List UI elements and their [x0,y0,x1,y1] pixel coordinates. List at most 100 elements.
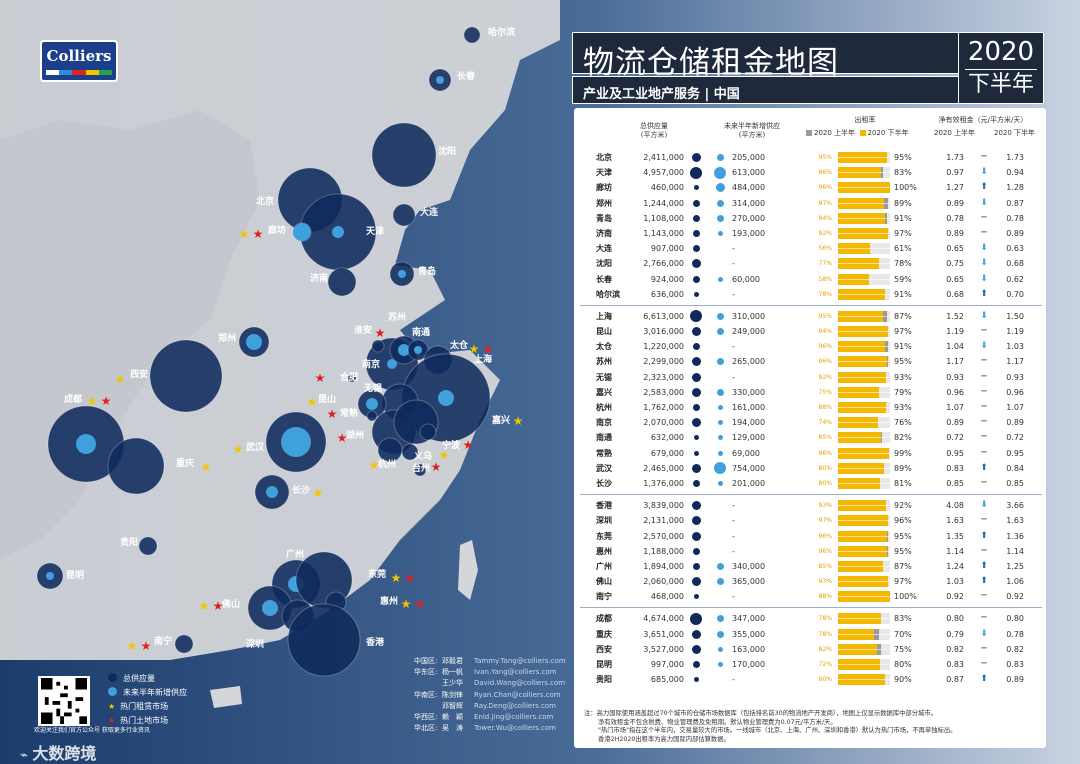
row-occ-h2: 96% [894,516,912,526]
contact-name: 杨一帆 [442,668,463,677]
row-rent-h1: 0.97 [946,168,964,178]
row-rent-h2: 0.63 [1006,244,1024,254]
arrow-down-icon: ⬇ [980,258,988,269]
row-rent-h2: 0.92 [1006,592,1024,602]
contact-item: 华东区: 杨一帆 Ivan.Yang@colliers.com [414,667,566,678]
flat-dash-icon: ━ [981,659,987,669]
table-row: 长春 924,000 60,000 58% 59% 0.65 ⬇ 0.62 [580,272,1042,287]
contact-email: Tower.Wu@colliers.com [474,724,556,733]
row-rent-h2: 0.87 [1006,198,1024,208]
future-dot [716,214,724,222]
note-line: 净有效租金不包含税费、物业管理费及免租期。默认物业管理费为0.07元/平方米/天… [598,718,837,726]
arrow-up-icon: ⬆ [980,576,988,587]
row-city: 青岛 [596,213,612,223]
future-dot [717,646,723,652]
city-label: 廊坊 [268,226,287,236]
row-occ-h2: 95% [894,357,912,367]
occupancy-bar [838,197,890,209]
contact-email: Ivan.Yang@colliers.com [474,668,557,677]
future-dot [716,154,724,161]
stock-dot [691,644,701,654]
row-rent-h2: 0.70 [1006,289,1024,299]
col-stock-header: 总供应量 (平方米) [640,122,668,139]
contact-item: 华西区: 赖 颖 Enid.Jing@colliers.com [414,712,566,723]
row-future: 249,000 [732,327,766,337]
table-row: 嘉兴 2,583,000 330,000 75% 79% 0.96 ━ 0.96 [580,385,1042,400]
row-stock: 2,060,000 [643,577,684,587]
city-label: 北京 [256,197,275,207]
row-occ-h1: 96% [818,449,832,457]
row-occ-h2: 90% [894,675,912,685]
occupancy-bar [838,576,890,588]
city-label: 西安 [130,370,149,380]
city-label: 苏州 [388,313,407,323]
contact-name: 邓智辉 [442,701,463,710]
table-row: 重庆 3,651,000 355,000 78% 70% 0.79 ⬇ 0.78 [580,627,1042,642]
table-row: 南宁 468,000 - 88% 100% 0.92 ━ 0.92 [580,589,1042,604]
future-dot [717,662,723,667]
row-city: 北京 [596,153,612,162]
city-label: 重庆 [176,459,195,469]
future-circle [46,572,54,580]
future-dot [717,420,723,426]
row-future: - [732,244,735,254]
row-future: 330,000 [732,387,766,397]
table-row: 长沙 1,376,000 201,000 80% 81% 0.85 ━ 0.85 [580,476,1042,491]
row-future: 754,000 [732,463,766,473]
row-occ-h2: 89% [894,198,912,208]
stock-dot [693,594,699,600]
arrow-down-icon: ⬇ [980,500,988,511]
occupancy-bar [838,227,890,239]
row-city: 南京 [596,418,612,428]
row-rent-h2: 0.82 [1006,644,1024,654]
row-rent-h2: 1.36 [1006,531,1024,541]
row-city: 太仓 [596,342,612,352]
row-rent-h1: 0.83 [946,660,964,669]
row-occ-h1: 95% [818,312,832,320]
hot-land-star-icon: ★ [141,639,152,653]
row-rent-h2: 1.28 [1006,183,1024,193]
row-rent-h1: 1.35 [946,531,964,541]
row-city: 哈尔滨 [596,289,620,299]
note-line: 香港2H2020出租率为高力国际内部估算数据。 [598,735,730,743]
hot-land-star-icon: ★ [213,599,224,613]
row-rent-h2: 0.80 [1006,614,1024,624]
flat-dash-icon: ━ [981,613,987,624]
future-circle [262,600,278,616]
arrow-down-icon: ⬇ [980,273,988,284]
row-rent-h1: 0.87 [946,675,964,685]
row-future: 69,000 [732,448,760,458]
row-occ-h2: 100% [894,592,917,602]
row-city: 佛山 [596,577,612,587]
hot-rent-star-icon: ★ [469,342,480,356]
table-row: 香港 3,839,000 - 93% 92% 4.08 ⬇ 3.66 [580,498,1042,513]
flat-dash-icon: ━ [981,227,987,238]
occupancy-bar [838,447,890,459]
row-city: 苏州 [596,357,612,367]
row-stock: 636,000 [650,289,684,299]
contact-item: 华北区: 吴 涛 Tower.Wu@colliers.com [414,723,566,734]
row-occ-h2: 83% [894,168,912,178]
group-separator [580,607,1042,609]
occupancy-bar [838,326,890,338]
future-dot [716,562,724,570]
city-label: 南通 [412,328,431,338]
table-row: 沈阳 2,766,000 - 77% 78% 0.75 ⬇ 0.68 [580,256,1042,271]
row-rent-h2: 0.89 [1006,675,1024,685]
row-occ-h1: 56% [818,245,832,253]
arrow-up-icon: ⬆ [980,530,988,541]
stock-circle [107,437,165,495]
row-stock: 460,000 [650,183,684,193]
row-future: 613,000 [732,168,766,178]
row-stock: 4,674,000 [643,614,684,624]
hot-rent-star-icon: ★ [199,599,210,613]
future-circle [414,346,422,354]
row-rent-h2: 3.66 [1006,501,1024,511]
row-rent-h1: 0.75 [946,259,964,269]
city-label: 杭州 [378,460,397,470]
row-city: 深圳 [596,516,612,526]
row-occ-h1: 96% [818,532,832,540]
row-future: - [732,259,735,269]
table-row: 昆山 3,016,000 249,000 94% 97% 1.19 ━ 1.19 [580,324,1042,339]
flat-dash-icon: ━ [981,356,987,367]
